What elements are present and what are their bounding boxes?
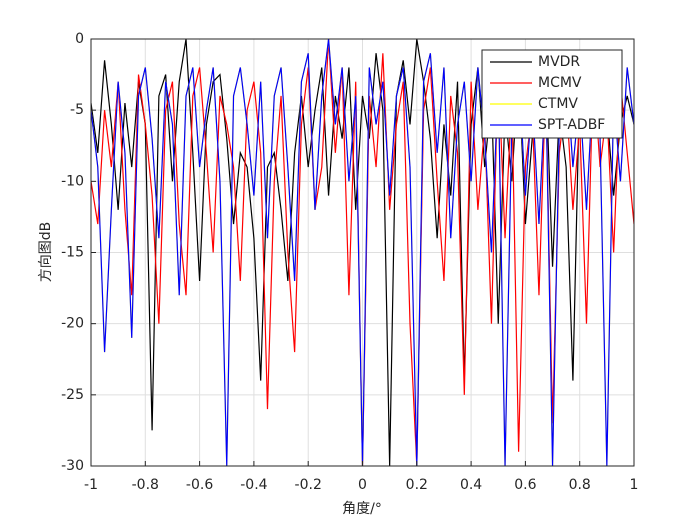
x-tick-label: 0.6 (514, 477, 536, 493)
series-line (91, 39, 634, 466)
y-tick-label: 0 (75, 31, 84, 47)
y-tick-label: -10 (61, 173, 84, 189)
x-tick-label: -0.6 (186, 477, 213, 493)
x-tick-label: 0.2 (406, 477, 428, 493)
y-tick-label: -20 (61, 316, 84, 332)
legend-label: SPT-ADBF (538, 117, 605, 133)
x-tick-label: -1 (84, 477, 98, 493)
x-tick-label: -0.2 (295, 477, 322, 493)
x-tick-label: 0 (358, 477, 367, 493)
legend-label: MVDR (538, 54, 580, 70)
y-tick-label: -30 (61, 458, 84, 474)
y-tick-label: -15 (61, 245, 84, 261)
x-tick-label: 1 (630, 477, 639, 493)
legend-label: CTMV (538, 96, 578, 112)
x-tick-label: 0.4 (460, 477, 482, 493)
legend-box (481, 49, 623, 139)
x-tick-label: -0.4 (240, 477, 267, 493)
y-axis-label: 方向图dB (38, 222, 54, 283)
x-axis-label: 角度/° (342, 501, 382, 517)
x-tick-label: 0.8 (569, 477, 591, 493)
legend-label: MCMV (538, 75, 582, 91)
y-tick-label: -25 (61, 387, 84, 403)
x-tick-label: -0.8 (132, 477, 159, 493)
y-tick-label: -5 (70, 102, 84, 118)
